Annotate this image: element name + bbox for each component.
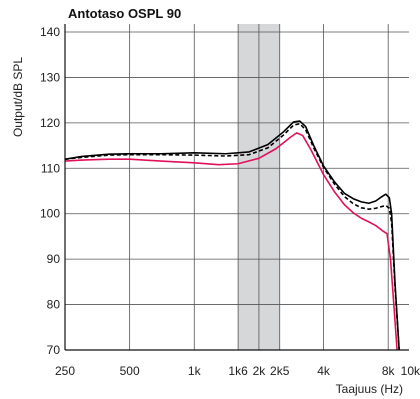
y-tick-label: 120 — [40, 116, 60, 130]
chart-title: Antotaso OSPL 90 — [68, 6, 182, 21]
y-tick-label: 130 — [40, 70, 60, 84]
x-tick-label: 10k — [401, 364, 420, 378]
y-tick-label: 90 — [47, 252, 61, 266]
y-tick-label: 70 — [47, 343, 61, 357]
tick-label-layer: 250 500 1k 1k6 2k 2k5 4k 8k 10k 70 80 90 100 110 120 13… — [40, 25, 420, 378]
frame-layer — [64, 24, 409, 351]
series-line-3 — [64, 132, 398, 351]
x-tick-label: 1k6 — [228, 364, 248, 378]
y-tick-label: 140 — [40, 25, 60, 39]
series-line-1 — [64, 120, 400, 351]
y-axis-label: Output/dB SPL — [11, 57, 25, 137]
x-tick-label: 2k5 — [270, 364, 290, 378]
x-tick-label: 250 — [55, 364, 75, 378]
y-tick-label: 100 — [40, 207, 60, 221]
y-tick-label: 110 — [41, 161, 60, 175]
x-tick-label: 1k — [188, 364, 202, 378]
x-tick-label: 4k — [317, 364, 331, 378]
x-axis-label: Taajuus (Hz) — [336, 382, 403, 396]
x-tick-label: 2k — [253, 364, 267, 378]
x-tick-label: 500 — [120, 364, 140, 378]
grid-layer — [65, 24, 409, 350]
x-tick-label: 8k — [382, 364, 396, 378]
series-layer — [64, 120, 400, 351]
y-tick-label: 80 — [47, 298, 61, 312]
series-line-2 — [64, 122, 400, 351]
